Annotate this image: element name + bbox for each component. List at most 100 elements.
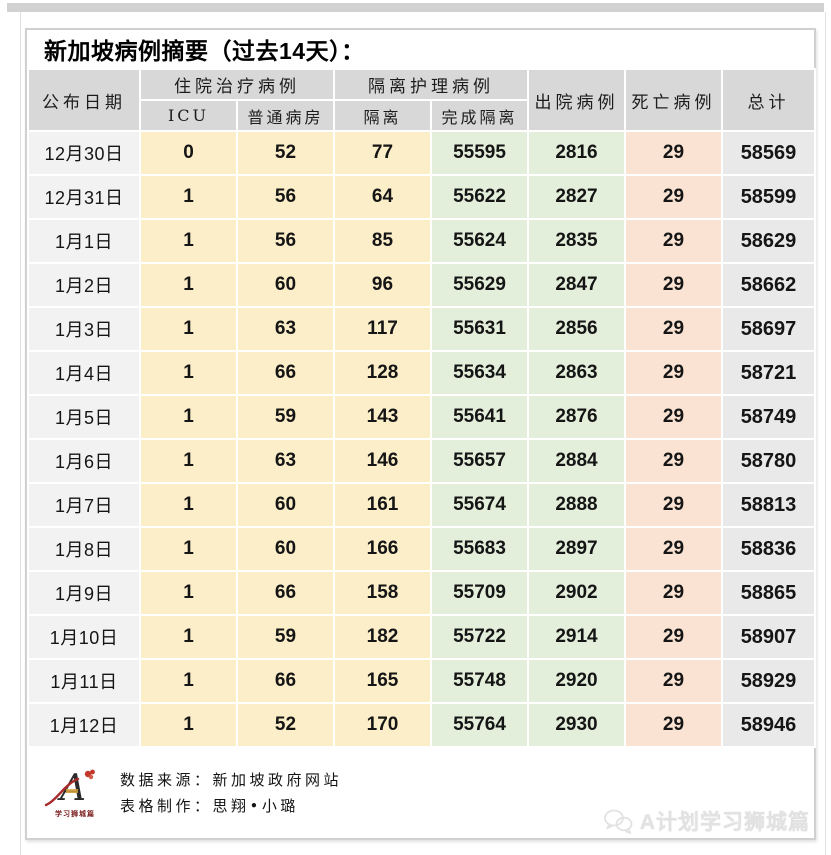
cell-total: 58907 <box>721 614 816 660</box>
cell-completed-isolation: 55622 <box>430 174 529 220</box>
cell-isolation: 85 <box>333 218 432 264</box>
cases-table: 公布日期 住院治疗病例 隔离护理病例 出院病例 死亡病例 总计 ICU 普通病房… <box>27 68 816 748</box>
cell-total: 58946 <box>721 702 816 748</box>
cell-deaths: 29 <box>624 438 723 484</box>
cell-publish-date: 1月10日 <box>27 614 141 660</box>
col-header-isolation: 隔离 <box>333 99 432 132</box>
credits-block: 数据来源：新加坡政府网站 表格制作：思翔•小璐 <box>120 767 342 819</box>
cell-publish-date: 12月30日 <box>27 130 141 176</box>
window-top-edge <box>7 3 824 12</box>
cell-icu: 1 <box>139 482 238 528</box>
cell-deaths: 29 <box>624 218 723 264</box>
col-header-icu: ICU <box>139 99 238 132</box>
cell-publish-date: 1月12日 <box>27 702 141 748</box>
col-group-hospitalized: 住院治疗病例 <box>139 68 335 101</box>
table-row: 1月12日 1 52 170 55764 2930 29 58946 <box>27 702 816 748</box>
cell-isolation: 165 <box>333 658 432 704</box>
cell-isolation: 77 <box>333 130 432 176</box>
cell-icu: 1 <box>139 570 238 616</box>
cell-isolation: 182 <box>333 614 432 660</box>
table-row: 1月8日 1 60 166 55683 2897 29 58836 <box>27 526 816 572</box>
cell-deaths: 29 <box>624 350 723 396</box>
cell-icu: 1 <box>139 306 238 352</box>
cell-general-ward: 52 <box>236 702 335 748</box>
page-left-edge <box>20 12 21 855</box>
watermark-text: A计划学习狮城篇 <box>639 811 810 834</box>
cell-completed-isolation: 55634 <box>430 350 529 396</box>
cell-icu: 1 <box>139 526 238 572</box>
cell-deaths: 29 <box>624 570 723 616</box>
cell-isolation: 170 <box>333 702 432 748</box>
cell-isolation: 117 <box>333 306 432 352</box>
cell-total: 58780 <box>721 438 816 484</box>
cell-completed-isolation: 55595 <box>430 130 529 176</box>
table-row: 1月4日 1 66 128 55634 2863 29 58721 <box>27 350 816 396</box>
cell-completed-isolation: 55764 <box>430 702 529 748</box>
cell-general-ward: 56 <box>236 174 335 220</box>
cell-deaths: 29 <box>624 482 723 528</box>
cell-general-ward: 66 <box>236 350 335 396</box>
col-header-deaths: 死亡病例 <box>624 68 723 132</box>
cell-general-ward: 59 <box>236 394 335 440</box>
col-header-discharged: 出院病例 <box>527 68 626 132</box>
cell-general-ward: 60 <box>236 262 335 308</box>
cell-deaths: 29 <box>624 174 723 220</box>
table-row: 12月31日 1 56 64 55622 2827 29 58599 <box>27 174 816 220</box>
wechat-icon <box>603 809 633 834</box>
cell-deaths: 29 <box>624 614 723 660</box>
cell-icu: 1 <box>139 438 238 484</box>
cell-completed-isolation: 55748 <box>430 658 529 704</box>
cell-total: 58929 <box>721 658 816 704</box>
cell-icu: 1 <box>139 614 238 660</box>
cell-discharged: 2920 <box>527 658 626 704</box>
cell-isolation: 158 <box>333 570 432 616</box>
cell-general-ward: 60 <box>236 526 335 572</box>
cell-publish-date: 1月7日 <box>27 482 141 528</box>
wechat-watermark: A计划学习狮城篇 <box>603 806 810 836</box>
cell-deaths: 29 <box>624 306 723 352</box>
cell-discharged: 2888 <box>527 482 626 528</box>
cell-total: 58749 <box>721 394 816 440</box>
brand-logo: A 学习狮城篇 <box>40 767 110 819</box>
col-group-isolation-care: 隔离护理病例 <box>333 68 529 101</box>
cell-publish-date: 1月6日 <box>27 438 141 484</box>
cell-isolation: 161 <box>333 482 432 528</box>
cell-completed-isolation: 55629 <box>430 262 529 308</box>
col-header-completed-isolation: 完成隔离 <box>430 99 529 132</box>
cell-isolation: 128 <box>333 350 432 396</box>
cell-discharged: 2914 <box>527 614 626 660</box>
table-row: 1月6日 1 63 146 55657 2884 29 58780 <box>27 438 816 484</box>
page-right-edge <box>825 12 826 855</box>
table-row: 1月9日 1 66 158 55709 2902 29 58865 <box>27 570 816 616</box>
cell-total: 58662 <box>721 262 816 308</box>
table-row: 12月30日 0 52 77 55595 2816 29 58569 <box>27 130 816 176</box>
cell-discharged: 2876 <box>527 394 626 440</box>
cell-discharged: 2827 <box>527 174 626 220</box>
col-header-general-ward: 普通病房 <box>236 99 335 132</box>
cell-deaths: 29 <box>624 394 723 440</box>
cell-publish-date: 1月3日 <box>27 306 141 352</box>
table-header: 公布日期 住院治疗病例 隔离护理病例 出院病例 死亡病例 总计 ICU 普通病房… <box>27 68 816 132</box>
cell-discharged: 2856 <box>527 306 626 352</box>
table-row: 1月2日 1 60 96 55629 2847 29 58662 <box>27 262 816 308</box>
col-header-total: 总计 <box>721 68 816 132</box>
cell-total: 58629 <box>721 218 816 264</box>
cell-publish-date: 1月4日 <box>27 350 141 396</box>
cell-deaths: 29 <box>624 658 723 704</box>
cell-icu: 1 <box>139 262 238 308</box>
cell-total: 58836 <box>721 526 816 572</box>
cell-completed-isolation: 55709 <box>430 570 529 616</box>
table-row: 1月1日 1 56 85 55624 2835 29 58629 <box>27 218 816 264</box>
cell-publish-date: 1月11日 <box>27 658 141 704</box>
cases-summary-card: 新加坡病例摘要（过去14天）： 公布日期 住院治疗病例 隔离护理病例 出院病例 … <box>25 28 816 840</box>
cell-icu: 0 <box>139 130 238 176</box>
cell-completed-isolation: 55641 <box>430 394 529 440</box>
logo-a-icon: A <box>44 768 95 809</box>
cell-general-ward: 52 <box>236 130 335 176</box>
svg-text:A: A <box>57 768 86 807</box>
cell-total: 58569 <box>721 130 816 176</box>
table-row: 1月7日 1 60 161 55674 2888 29 58813 <box>27 482 816 528</box>
cell-general-ward: 63 <box>236 306 335 352</box>
cell-completed-isolation: 55631 <box>430 306 529 352</box>
cell-general-ward: 59 <box>236 614 335 660</box>
